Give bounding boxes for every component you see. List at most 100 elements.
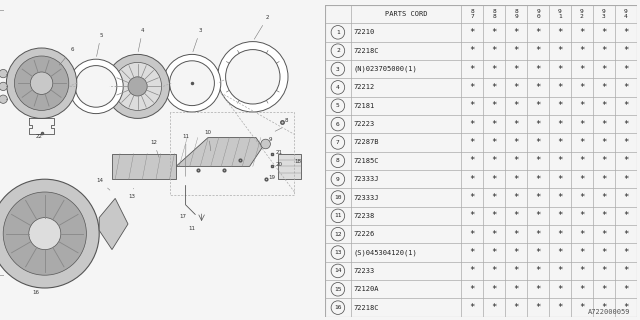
Text: 2: 2 [336, 48, 340, 53]
Text: *: * [535, 175, 541, 184]
Text: *: * [535, 267, 541, 276]
Text: *: * [579, 28, 584, 37]
Circle shape [170, 61, 214, 106]
Polygon shape [112, 154, 176, 179]
Text: *: * [601, 193, 607, 202]
Circle shape [0, 95, 8, 103]
Text: A722000059: A722000059 [588, 309, 630, 315]
Text: *: * [557, 156, 563, 165]
Text: *: * [601, 248, 607, 257]
Text: *: * [557, 303, 563, 312]
Text: *: * [579, 156, 584, 165]
Text: *: * [557, 101, 563, 110]
Text: *: * [513, 230, 519, 239]
Text: *: * [601, 138, 607, 147]
Text: 72333J: 72333J [353, 195, 379, 201]
Text: *: * [623, 83, 628, 92]
Text: 72238: 72238 [353, 213, 374, 219]
Text: *: * [557, 211, 563, 220]
Text: 72233: 72233 [353, 268, 374, 274]
Text: *: * [470, 83, 475, 92]
Circle shape [29, 218, 61, 250]
Text: *: * [601, 175, 607, 184]
Text: 13: 13 [128, 188, 135, 199]
Text: *: * [470, 28, 475, 37]
Text: *: * [535, 211, 541, 220]
Text: *: * [579, 248, 584, 257]
Text: *: * [601, 230, 607, 239]
Text: 14: 14 [334, 268, 342, 273]
Text: 14: 14 [96, 179, 110, 190]
Text: 9
1: 9 1 [558, 9, 562, 19]
Text: *: * [535, 230, 541, 239]
Text: 16: 16 [334, 305, 342, 310]
Text: *: * [535, 120, 541, 129]
Text: *: * [535, 65, 541, 74]
Circle shape [76, 66, 116, 107]
Circle shape [14, 56, 69, 110]
Text: *: * [601, 156, 607, 165]
Text: 6: 6 [336, 122, 340, 127]
Text: *: * [623, 28, 628, 37]
Text: *: * [470, 156, 475, 165]
Text: 2: 2 [254, 15, 269, 39]
Text: (S)045304120(1): (S)045304120(1) [353, 249, 417, 256]
Text: *: * [513, 175, 519, 184]
Text: *: * [492, 46, 497, 55]
FancyBboxPatch shape [278, 154, 301, 179]
Text: 9: 9 [336, 177, 340, 182]
Text: *: * [579, 175, 584, 184]
Text: 15: 15 [0, 319, 1, 320]
Text: *: * [601, 46, 607, 55]
Text: *: * [513, 303, 519, 312]
Text: *: * [601, 101, 607, 110]
Text: *: * [579, 101, 584, 110]
Text: *: * [579, 65, 584, 74]
Text: 8
7: 8 7 [470, 9, 474, 19]
Text: 72120A: 72120A [353, 286, 379, 292]
Text: *: * [492, 138, 497, 147]
Text: *: * [579, 193, 584, 202]
Text: *: * [470, 248, 475, 257]
Text: *: * [579, 83, 584, 92]
Text: *: * [601, 211, 607, 220]
Text: *: * [535, 285, 541, 294]
Text: *: * [579, 138, 584, 147]
Text: *: * [623, 303, 628, 312]
Circle shape [114, 62, 161, 110]
Text: *: * [470, 175, 475, 184]
Text: *: * [579, 211, 584, 220]
Text: *: * [557, 83, 563, 92]
Text: 5: 5 [336, 103, 340, 108]
Text: *: * [557, 193, 563, 202]
Text: *: * [535, 28, 541, 37]
Text: *: * [623, 46, 628, 55]
Text: 9
4: 9 4 [624, 9, 628, 19]
Text: *: * [535, 138, 541, 147]
Text: *: * [492, 120, 497, 129]
Text: *: * [513, 267, 519, 276]
Circle shape [68, 59, 123, 114]
Text: 9
2: 9 2 [580, 9, 584, 19]
Circle shape [218, 42, 288, 112]
Text: *: * [623, 211, 628, 220]
Text: *: * [601, 28, 607, 37]
Text: *: * [492, 193, 497, 202]
Text: 8: 8 [336, 158, 340, 163]
Text: *: * [470, 285, 475, 294]
Text: *: * [557, 285, 563, 294]
Text: *: * [470, 120, 475, 129]
Text: *: * [492, 83, 497, 92]
Circle shape [0, 179, 99, 288]
Text: 3: 3 [336, 67, 340, 72]
Text: *: * [492, 65, 497, 74]
Text: 12: 12 [334, 232, 342, 237]
Circle shape [3, 192, 86, 275]
Text: *: * [623, 193, 628, 202]
Text: *: * [470, 230, 475, 239]
Text: *: * [623, 230, 628, 239]
Circle shape [226, 50, 280, 104]
Text: 9: 9 [269, 137, 272, 142]
Text: *: * [623, 156, 628, 165]
Text: *: * [557, 248, 563, 257]
